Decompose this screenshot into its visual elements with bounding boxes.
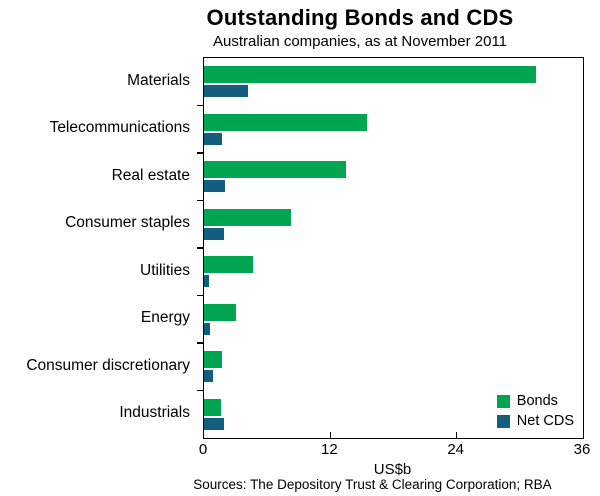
x-tick-label: 12 <box>320 441 338 458</box>
category-label: Consumer staples <box>65 214 190 232</box>
category-boundary-tick <box>197 152 203 154</box>
net-cds-bar <box>204 322 211 335</box>
category-boundary-tick <box>197 294 203 297</box>
category-label: Industrials <box>119 404 190 422</box>
chart-title: Outstanding Bonds and CDS <box>206 5 514 30</box>
x-tick-label: 24 <box>447 441 464 458</box>
category-boundary-tick <box>197 247 203 249</box>
bonds-bar <box>204 256 254 273</box>
category-boundary-tick <box>197 199 203 202</box>
bonds-bar <box>204 208 292 226</box>
category-label: Real estate <box>111 166 190 184</box>
net-cds-bar <box>204 180 226 192</box>
category-boundary-tick <box>197 104 203 107</box>
source-note: Sources: The Depository Trust & Clearing… <box>193 477 552 492</box>
bonds-bar <box>204 113 368 131</box>
legend: Bonds Net CDS <box>496 389 574 429</box>
category-label: Consumer discretionary <box>26 356 190 374</box>
net-cds-bar <box>204 227 224 240</box>
x-tick-mark <box>455 432 458 438</box>
net-cds-bar <box>204 275 210 287</box>
category-label: Materials <box>127 71 190 89</box>
category-label: Energy <box>140 309 190 327</box>
legend-label-net-cds: Net CDS <box>516 413 574 429</box>
legend-item-bonds: Bonds <box>496 393 574 409</box>
bonds-bar <box>204 351 222 368</box>
category-label: Utilities <box>140 261 190 279</box>
legend-item-net-cds: Net CDS <box>496 413 574 429</box>
net-cds-bar <box>204 370 214 382</box>
category-label: Telecommunications <box>49 119 190 137</box>
bonds-bar <box>204 398 221 416</box>
bonds-bar <box>204 161 347 178</box>
bonds-bar <box>204 66 536 83</box>
category-axis-labels: Materials Telecommunications Real estate Co… <box>0 57 196 437</box>
bonds-swatch <box>496 394 510 408</box>
plot-area: Bonds Net CDS <box>197 57 584 439</box>
x-axis-title: US$b <box>373 461 412 478</box>
x-axis: 0 12 24 36 <box>199 441 591 459</box>
chart-subtitle: Australian companies, as at November 201… <box>212 33 508 50</box>
net-cds-bar <box>204 417 224 430</box>
net-cds-bar <box>204 132 222 145</box>
net-cds-bar <box>204 85 249 97</box>
x-tick-label: 36 <box>573 441 591 458</box>
bonds-bar <box>204 303 236 321</box>
x-tick-label: 0 <box>198 441 208 458</box>
net-cds-swatch <box>496 414 510 428</box>
category-boundary-tick <box>197 389 203 392</box>
category-boundary-tick <box>197 342 203 344</box>
legend-label-bonds: Bonds <box>516 393 558 409</box>
x-tick-mark <box>329 432 332 438</box>
